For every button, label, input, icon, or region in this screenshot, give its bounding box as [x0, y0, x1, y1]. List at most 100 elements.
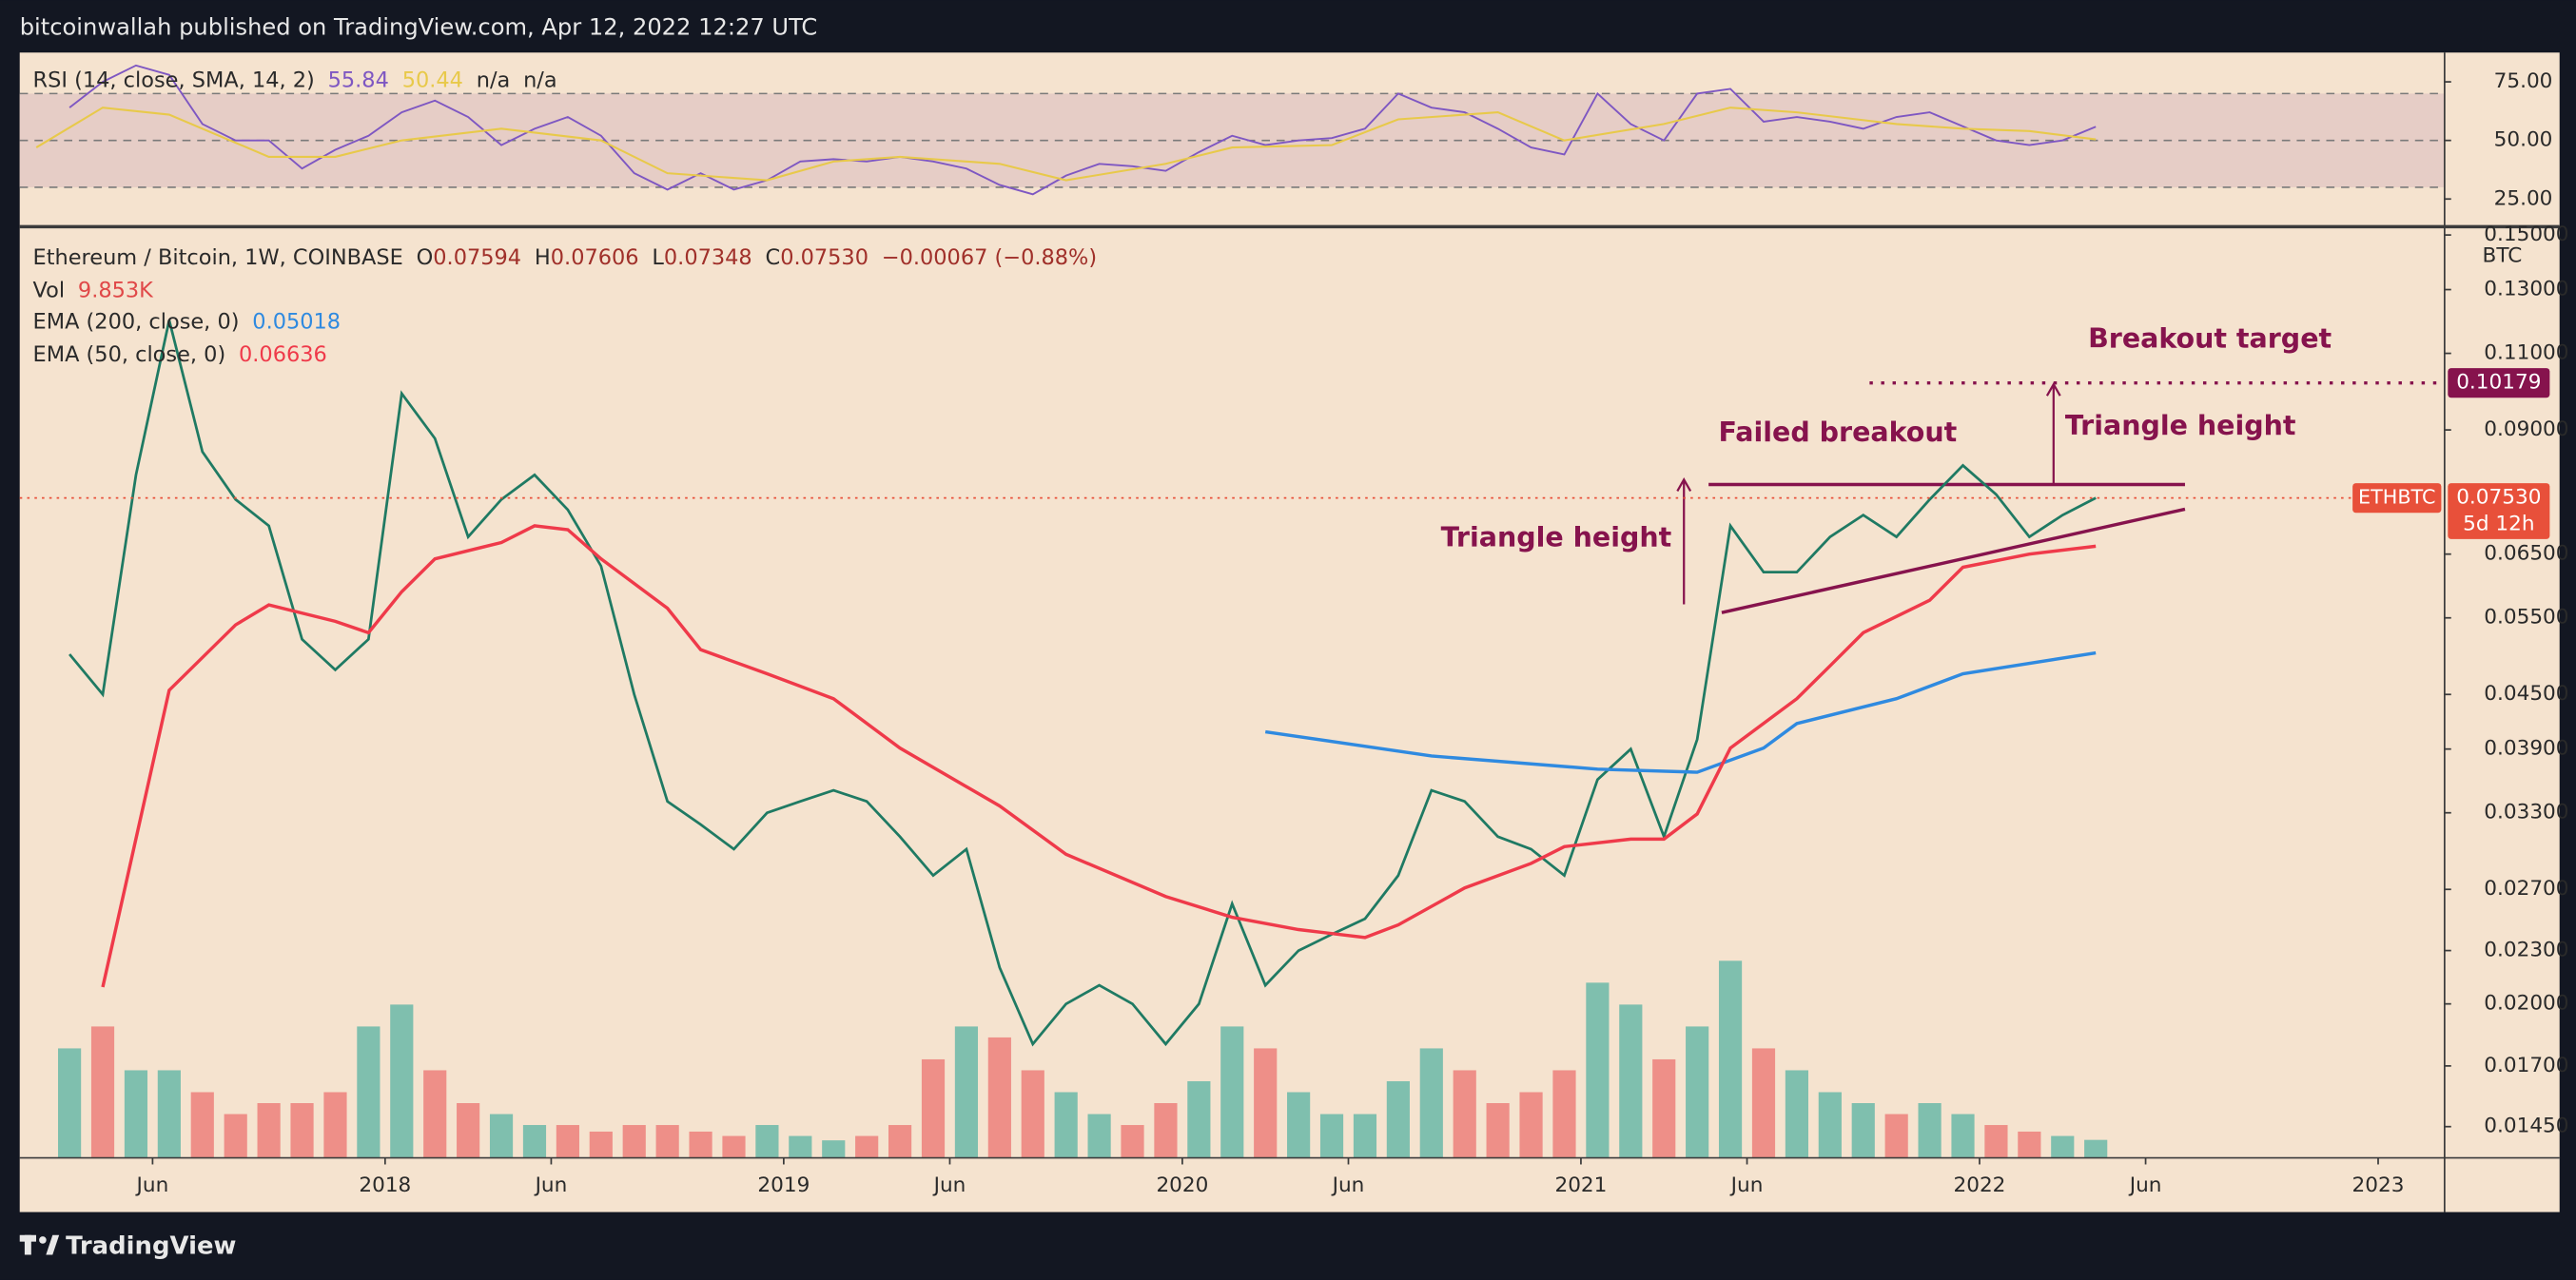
ema-value: 0.06636 — [239, 342, 327, 367]
last-price-label: 0.07530 — [2456, 486, 2541, 510]
volume-bar — [1287, 1092, 1311, 1158]
ohlc-value: 0.07606 — [551, 245, 639, 270]
ema-legend: EMA (50, close, 0) 0.06636 — [33, 342, 327, 367]
volume-bar — [1619, 1004, 1643, 1158]
volume-bar — [1686, 1026, 1709, 1158]
price-line — [68, 320, 2097, 1047]
x-tick-label: 2020 — [1156, 1173, 1208, 1197]
volume-bar — [755, 1125, 779, 1158]
change: −0.00067 (−0.88%) — [882, 245, 1097, 270]
y-tick-label: 0.03300 — [2484, 801, 2568, 824]
volume-bar — [1586, 982, 1610, 1158]
rsi-sma-value: 50.44 — [402, 68, 463, 92]
volume-bar — [1884, 1114, 1908, 1158]
volume-bar — [1054, 1092, 1078, 1158]
volume-bar — [58, 1048, 82, 1158]
annotation: Failed breakout — [1718, 417, 1957, 448]
rsi-na: n/a — [477, 68, 511, 92]
x-tick-label: 2018 — [359, 1173, 411, 1197]
volume-bar — [1951, 1114, 1975, 1158]
volume-bar — [921, 1058, 946, 1158]
y-tick-label: 0.05500 — [2484, 606, 2568, 630]
ohlc-value: 0.07594 — [433, 245, 521, 270]
ohlc-key: L — [652, 245, 664, 270]
target-badge — [2448, 368, 2550, 398]
volume-legend: Vol 9.853K — [33, 278, 155, 302]
logo-mark — [46, 1234, 60, 1255]
arrow-head — [1676, 477, 1692, 492]
volume-bar — [224, 1114, 247, 1158]
x-tick-label: Jun — [534, 1173, 568, 1197]
volume-value: 9.853K — [78, 278, 154, 302]
rsi-na: n/a — [523, 68, 557, 92]
volume-bar — [1552, 1070, 1576, 1158]
rsi-legend: RSI (14, close, SMA, 14, 2) 55.84 50.44 n/a… — [33, 68, 557, 92]
volume-bar — [423, 1070, 447, 1158]
volume-bar — [855, 1135, 879, 1158]
ohlc-key: H — [535, 245, 551, 270]
volume-bar — [1220, 1026, 1244, 1158]
axes: 75.00 50.00 25.00 0.15000 0.13000 0.11000 0.09… — [19, 52, 2569, 1212]
volume-bar — [1785, 1070, 1808, 1158]
logo-mark — [39, 1236, 47, 1244]
ema-name: EMA (200, close, 0) — [33, 309, 240, 334]
y-tick-label: 0.11000 — [2484, 341, 2568, 365]
symbol-badge — [2352, 483, 2442, 514]
volume-bar — [1486, 1103, 1510, 1158]
ema-line — [101, 524, 2097, 988]
volume-bar — [1453, 1070, 1476, 1158]
volume-bar — [1918, 1103, 1942, 1158]
volume-bar — [1353, 1114, 1377, 1158]
ema-name: EMA (50, close, 0) — [33, 342, 226, 367]
footer-logo: TradingView — [19, 1232, 237, 1260]
volume-bar — [1121, 1125, 1144, 1158]
y-tick-label: 0.15000 — [2484, 223, 2568, 246]
rsi-line — [35, 107, 2097, 182]
annotations: Failed breakout Triangle height Triangle… — [1441, 323, 2332, 553]
rsi-value: 55.84 — [328, 68, 389, 92]
ohlc-value: 0.07348 — [664, 245, 752, 270]
axis-unit: BTC — [2483, 243, 2523, 267]
annotation: Triangle height — [1441, 521, 1672, 553]
volume-name: Vol — [33, 278, 66, 302]
volume-bar — [1187, 1080, 1211, 1158]
volume-bar — [190, 1092, 214, 1158]
annotation: Breakout target — [2088, 323, 2332, 355]
volume-bar — [457, 1103, 480, 1158]
volume-bar — [1984, 1125, 2008, 1158]
ohlc-value: 0.07530 — [780, 245, 868, 270]
volume-bar — [888, 1125, 912, 1158]
volume-bar — [1652, 1058, 1676, 1158]
volume-bar — [2018, 1131, 2041, 1158]
volume-bar — [1718, 960, 1743, 1158]
volume-bar — [357, 1026, 381, 1158]
volume-bar — [1386, 1080, 1410, 1158]
ohlc-key: C — [766, 245, 781, 270]
volume-bar — [390, 1004, 414, 1158]
volume-bar — [655, 1125, 679, 1158]
annotation: Triangle height — [2065, 410, 2296, 441]
x-tick-label: 2022 — [1954, 1173, 2006, 1197]
y-tick-label: 0.09000 — [2484, 417, 2568, 441]
symbol-title: Ethereum / Bitcoin, 1W, COINBASE — [33, 245, 403, 270]
volume-bar — [1419, 1048, 1443, 1158]
y-tick-label: 0.13000 — [2484, 278, 2568, 301]
volume-bar — [157, 1070, 181, 1158]
volume-bar — [1751, 1048, 1776, 1158]
countdown-label: 5d 12h — [2463, 512, 2534, 535]
volume-bar — [124, 1070, 148, 1158]
volume-bar — [323, 1092, 347, 1158]
symbol-legend: Ethereum / Bitcoin, 1W, COINBASE O0.07594… — [33, 245, 1098, 270]
volume-bar — [954, 1026, 979, 1158]
volume-bar — [987, 1037, 1011, 1158]
volume-bar — [622, 1125, 646, 1158]
volume-bar — [489, 1114, 514, 1158]
volume-bar — [789, 1135, 812, 1158]
volume-bar — [290, 1103, 314, 1158]
volume-panel — [58, 960, 2108, 1158]
y-tick-label: 0.04500 — [2484, 682, 2568, 706]
y-tick-label: 0.01450 — [2484, 1115, 2568, 1138]
ema-line — [1264, 650, 2097, 774]
